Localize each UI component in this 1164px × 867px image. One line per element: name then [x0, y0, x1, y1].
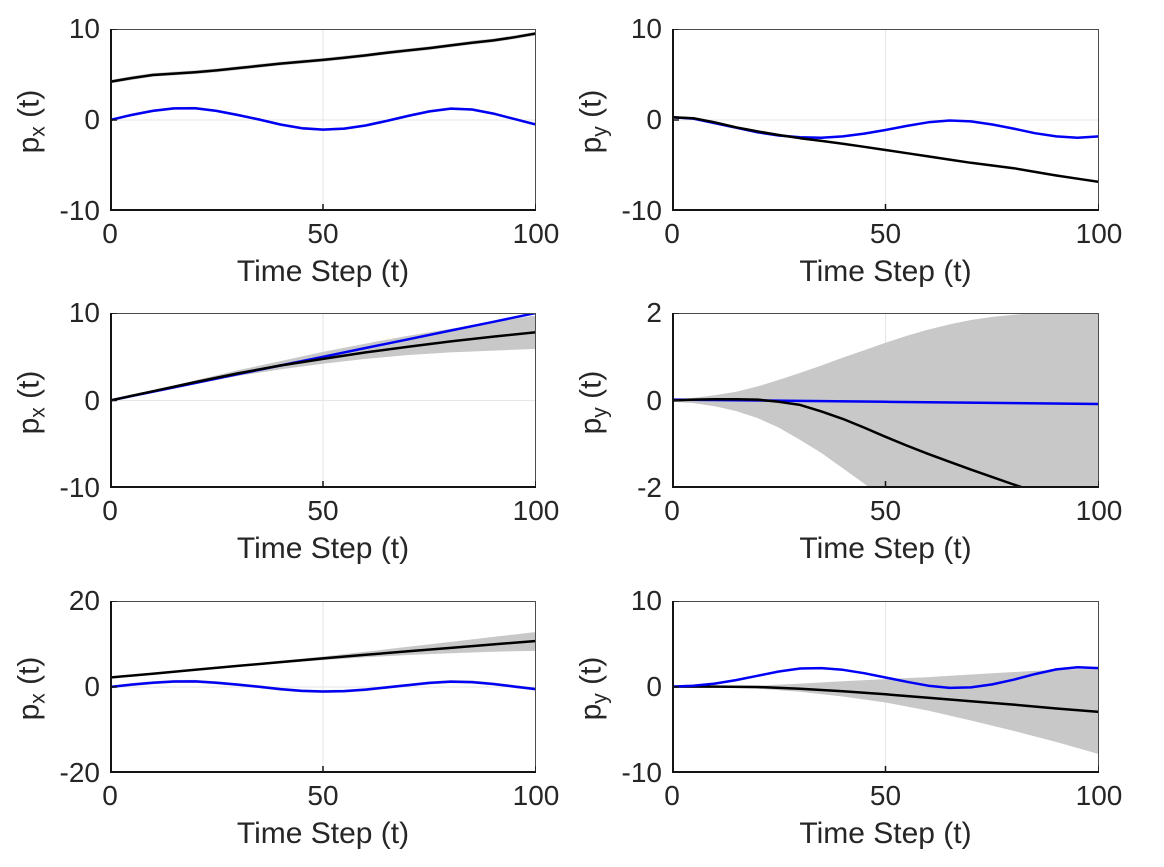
plot-canvas — [110, 313, 536, 488]
y-tick-label: 10 — [630, 585, 662, 616]
x-tick-label: 50 — [307, 218, 339, 249]
plot-canvas — [110, 601, 536, 773]
x-axis-label: Time Step (t) — [236, 255, 410, 288]
x-tick-label: 100 — [1075, 218, 1123, 249]
x-axis-label: Time Step (t) — [799, 532, 972, 565]
x-axis-label: Time Step (t) — [236, 532, 410, 565]
y-tick-label: 10 — [68, 297, 100, 328]
x-tick-label: 0 — [102, 218, 118, 249]
y-axis-label: py (t) — [574, 89, 612, 154]
y-tick-label: -10 — [59, 472, 100, 503]
x-tick-label: 0 — [102, 780, 118, 811]
y-axis-label: px (t) — [12, 370, 50, 434]
y-axis-label: py (t) — [574, 656, 612, 721]
x-tick-label: 0 — [664, 495, 680, 526]
y-tick-label: -20 — [59, 757, 100, 788]
x-axis-label: Time Step (t) — [799, 255, 972, 288]
y-tick-label: 0 — [646, 384, 662, 416]
plot-canvas — [672, 29, 1099, 211]
x-tick-label: 50 — [307, 780, 339, 811]
y-tick-label: 0 — [84, 384, 100, 416]
plot-canvas — [110, 29, 536, 211]
y-tick-label: 10 — [68, 13, 100, 44]
plot-canvas — [672, 601, 1099, 773]
y-tick-label: 10 — [630, 13, 662, 44]
x-tick-label: 0 — [664, 218, 680, 249]
x-tick-label: 50 — [307, 495, 339, 526]
y-tick-label: 0 — [84, 104, 100, 135]
y-tick-label: 0 — [646, 104, 662, 135]
y-axis-label: px (t) — [12, 89, 50, 154]
x-tick-label: 50 — [869, 780, 902, 811]
y-tick-label: -10 — [59, 195, 100, 226]
x-tick-label: 50 — [869, 495, 902, 526]
y-tick-label: 2 — [646, 297, 662, 328]
x-tick-label: 100 — [512, 780, 560, 811]
y-tick-label: 20 — [68, 585, 100, 616]
y-axis-label: px (t) — [12, 656, 50, 721]
y-tick-label: -10 — [621, 195, 662, 226]
x-axis-label: Time Step (t) — [799, 817, 972, 850]
x-tick-label: 100 — [1075, 495, 1123, 526]
x-axis-label: Time Step (t) — [236, 817, 410, 850]
plot-canvas — [672, 313, 1099, 488]
x-tick-label: 100 — [1075, 780, 1123, 811]
y-tick-label: -10 — [621, 757, 662, 788]
x-tick-label: 0 — [664, 780, 680, 811]
x-tick-label: 100 — [512, 495, 560, 526]
x-tick-label: 50 — [869, 218, 902, 249]
x-tick-label: 0 — [102, 495, 118, 526]
x-tick-label: 100 — [512, 218, 560, 249]
y-tick-label: -2 — [637, 472, 662, 503]
y-tick-label: 0 — [646, 671, 662, 702]
y-tick-label: 0 — [84, 671, 100, 702]
y-axis-label: py (t) — [574, 370, 612, 434]
